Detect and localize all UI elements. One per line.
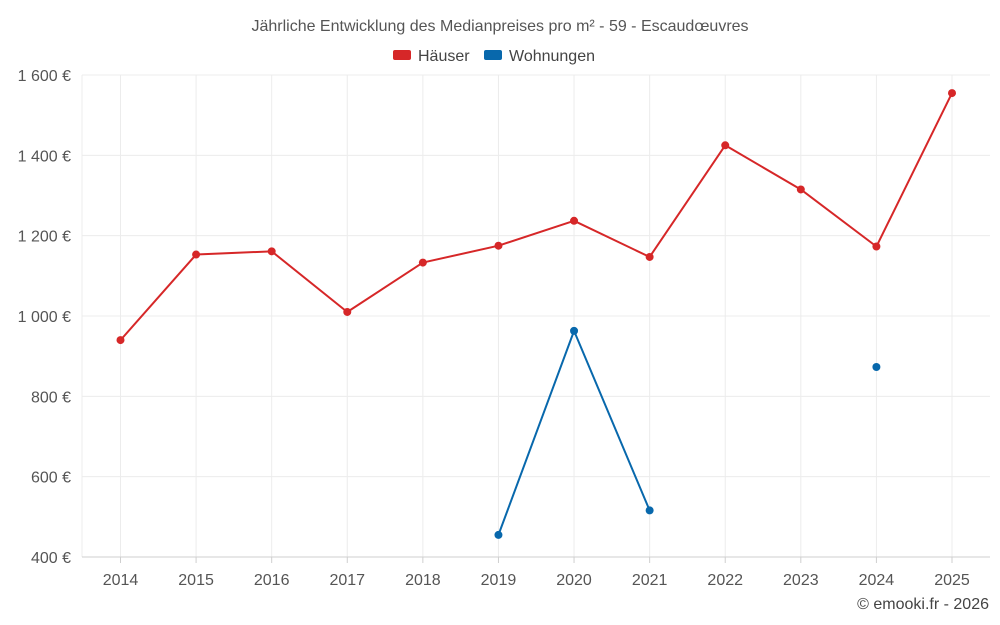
y-tick-label: 400 € [31, 550, 71, 567]
x-tick-label: 2025 [934, 572, 970, 589]
data-point-wohnungen[interactable] [872, 363, 881, 372]
data-point-haeuser[interactable] [796, 185, 805, 194]
x-tick-label: 2020 [556, 572, 592, 589]
data-point-haeuser[interactable] [872, 242, 881, 251]
y-tick-label: 1 400 € [18, 148, 71, 165]
data-point-wohnungen[interactable] [494, 530, 503, 539]
legend-item-haeuser[interactable]: Häuser [393, 48, 470, 65]
legend-swatch-wohnungen [484, 50, 502, 60]
data-point-haeuser[interactable] [494, 241, 503, 250]
x-tick-label: 2015 [178, 572, 214, 589]
x-tick-label: 2018 [405, 572, 441, 589]
data-point-wohnungen[interactable] [570, 326, 579, 335]
chart-title: Jährliche Entwicklung des Medianpreises … [251, 18, 748, 35]
data-point-haeuser[interactable] [721, 141, 730, 150]
series-wohnungen [494, 326, 881, 539]
y-tick-label: 600 € [31, 470, 71, 487]
x-tick-label: 2019 [481, 572, 517, 589]
y-tick-label: 1 600 € [18, 68, 71, 85]
legend: Häuser Wohnungen [393, 48, 595, 65]
data-point-haeuser[interactable] [570, 216, 579, 225]
data-point-wohnungen[interactable] [645, 506, 654, 515]
legend-label-haeuser: Häuser [418, 48, 470, 65]
x-tick-label: 2024 [859, 572, 895, 589]
credit-text: © emooki.fr - 2026 [857, 596, 989, 613]
data-point-haeuser[interactable] [948, 89, 956, 98]
x-tick-label: 2017 [329, 572, 365, 589]
data-point-haeuser[interactable] [418, 258, 427, 267]
data-point-haeuser[interactable] [192, 250, 201, 259]
grid [81, 74, 990, 557]
x-tick-label: 2016 [254, 572, 290, 589]
y-tick-label: 1 000 € [18, 309, 71, 326]
legend-label-wohnungen: Wohnungen [509, 48, 595, 65]
y-tick-label: 800 € [31, 389, 71, 406]
legend-swatch-haeuser [393, 50, 411, 60]
data-point-haeuser[interactable] [645, 252, 654, 261]
data-point-haeuser[interactable] [116, 336, 125, 345]
axes: 400 € 600 € 800 € 1 000 € 1 200 € 1 400 € 1 60… [18, 68, 990, 589]
x-tick-label: 2014 [103, 572, 139, 589]
x-tick-label: 2022 [707, 572, 743, 589]
y-tick-label: 1 200 € [18, 229, 71, 246]
x-tick-label: 2021 [632, 572, 668, 589]
data-point-haeuser[interactable] [267, 247, 276, 256]
series-line-haeuser [119, 92, 953, 341]
x-tick-label: 2023 [783, 572, 819, 589]
series [116, 89, 956, 539]
data-point-haeuser[interactable] [343, 307, 352, 316]
series-haeuser [116, 89, 956, 345]
legend-item-wohnungen[interactable]: Wohnungen [484, 48, 595, 65]
